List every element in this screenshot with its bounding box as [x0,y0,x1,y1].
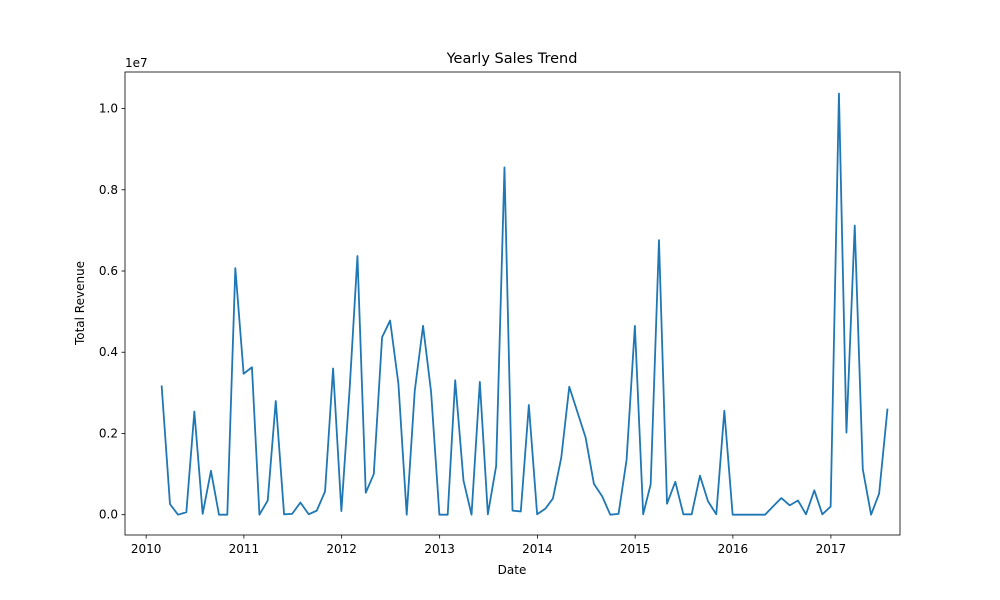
y-tick-label: 0.0 [99,508,118,522]
plot-area [160,92,889,516]
x-tick-label: 2012 [326,542,357,556]
y-tick-label: 0.8 [99,183,118,197]
x-axis: 2010 2011 2012 2013 2014 2015 2016 2017 [131,535,846,556]
x-tick-label: 2010 [131,542,162,556]
y-axis-label: Total Revenue [73,261,87,346]
x-tick-label: 2011 [229,542,260,556]
chart-title: Yearly Sales Trend [446,51,578,67]
x-tick-label: 2014 [522,542,553,556]
series-line-0 [160,92,889,516]
x-tick-label: 2015 [620,542,651,556]
y-tick-label: 0.6 [99,264,118,278]
y-tick-label: 0.4 [99,345,118,359]
y-axis: 0.0 0.2 0.4 0.6 0.8 1.0 [99,102,125,522]
plot-frame [124,71,901,536]
x-tick-label: 2013 [424,542,455,556]
x-tick-label: 2017 [816,542,847,556]
y-offset-label: 1e7 [125,56,148,70]
y-tick-label: 0.2 [99,426,118,440]
x-tick-label: 2016 [718,542,749,556]
x-axis-label: Date [498,563,527,577]
y-tick-label: 1.0 [99,102,118,116]
